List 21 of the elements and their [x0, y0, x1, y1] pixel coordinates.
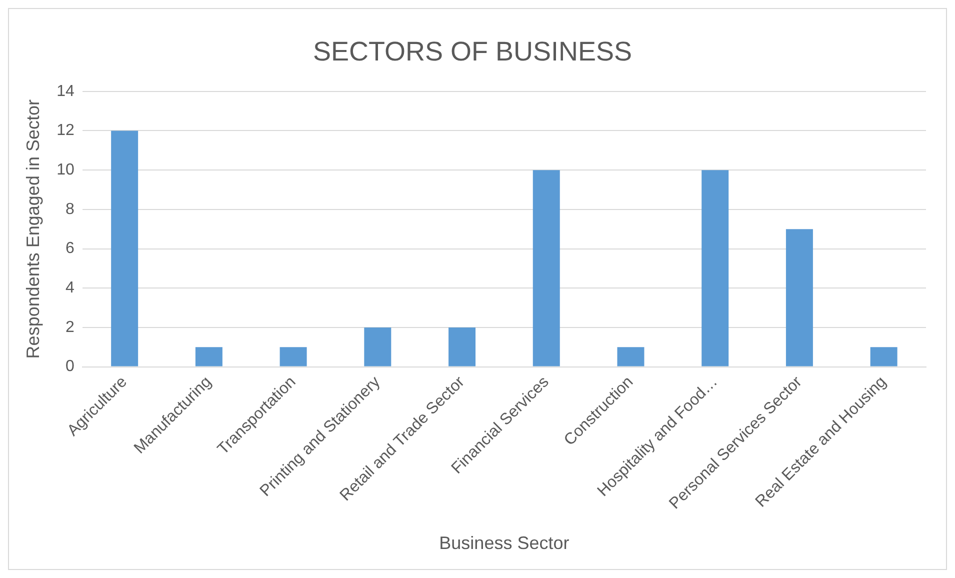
bar	[195, 347, 222, 366]
y-tick-label: 14	[56, 82, 74, 100]
x-axis-title: Business Sector	[439, 533, 570, 554]
y-tick-label: 8	[65, 200, 74, 218]
chart-title: SECTORS OF BUSINESS	[312, 36, 632, 67]
y-tick-label: 4	[65, 280, 74, 297]
bar	[280, 347, 307, 366]
bar	[702, 170, 729, 366]
bar	[617, 347, 644, 366]
y-axis-title: Respondents Engaged in Sector	[22, 100, 43, 359]
y-tick-label: 0	[65, 358, 74, 376]
y-tick-label: 2	[65, 318, 74, 336]
bar	[870, 347, 898, 366]
y-tick-label: 12	[56, 122, 74, 140]
y-tick-label: 10	[56, 161, 74, 178]
bar	[786, 229, 813, 366]
bar	[448, 327, 476, 366]
y-tick-label: 6	[65, 240, 74, 258]
bar	[364, 327, 392, 366]
bar	[111, 130, 138, 366]
bar	[532, 170, 560, 366]
